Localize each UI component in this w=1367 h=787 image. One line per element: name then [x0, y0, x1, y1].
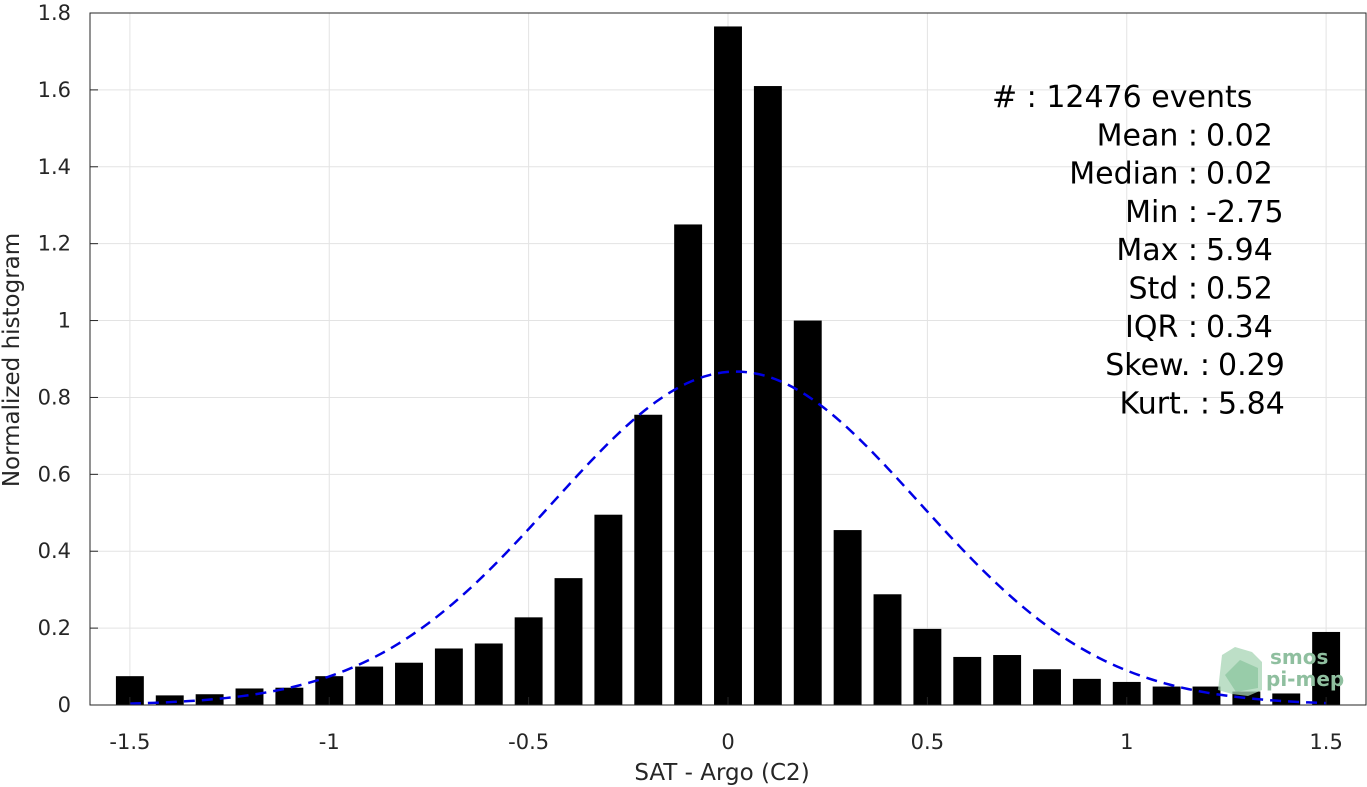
histogram-bar: [993, 655, 1022, 705]
stat-label: # :: [992, 80, 1046, 115]
x-axis-label: SAT - Argo (C2): [634, 760, 809, 786]
stat-value: 0.02: [1206, 157, 1273, 192]
stat-label: IQR :: [1125, 310, 1198, 345]
stat-line: Skew. :: [1105, 348, 1210, 383]
stat-value: 5.84: [1218, 386, 1285, 421]
histogram-bar: [514, 617, 543, 705]
histogram-bar: [235, 688, 264, 705]
histogram-bar: [714, 26, 742, 705]
histogram-bar: [554, 578, 583, 705]
stat-line: Std :: [1129, 272, 1199, 307]
stat-label: Min :: [1125, 195, 1198, 230]
histogram-bar: [793, 320, 822, 705]
stat-value: -2.75: [1206, 195, 1284, 230]
stat-label: Mean :: [1097, 118, 1198, 153]
y-tick-label: 1.2: [38, 232, 71, 256]
stat-value: 0.52: [1206, 272, 1273, 307]
histogram-bar: [674, 224, 703, 705]
y-axis-ticks: 0 0.2 0.4 0.6 0.8 1 1.2 1.4 1.6 1.8: [38, 1, 98, 717]
y-tick-label: 0: [58, 693, 71, 717]
histogram-bar: [1033, 669, 1061, 705]
stat-line: Max :: [1116, 233, 1198, 268]
x-tick-label: -1.5: [109, 730, 150, 754]
logo-line-1: smos: [1270, 645, 1328, 669]
x-tick-label: -0.5: [508, 730, 549, 754]
stat-value: 5.94: [1206, 233, 1273, 268]
stat-line: Kurt. :: [1120, 386, 1210, 421]
stat-label: Median :: [1069, 157, 1198, 192]
y-tick-label: 0.6: [38, 462, 71, 486]
y-tick-label: 1: [58, 309, 71, 333]
histogram-bar: [1312, 631, 1341, 705]
y-tick-label: 1.8: [38, 1, 71, 25]
y-axis-label: Normalized histogram: [0, 233, 25, 487]
histogram-bar: [395, 662, 423, 705]
stat-line: Median :: [1069, 157, 1198, 192]
x-axis-ticks: -1.5 -1 -0.5 0 0.5 1 1.5: [109, 697, 1343, 754]
stat-line: # : 12476 events: [992, 80, 1252, 115]
logo-line-2: pi-mep: [1266, 667, 1344, 691]
stat-value: 0.02: [1206, 118, 1273, 153]
histogram-bar: [634, 414, 663, 705]
x-tick-label: -1: [319, 730, 340, 754]
histogram-bar: [1112, 681, 1141, 705]
stat-line: IQR :: [1125, 310, 1198, 345]
histogram-bar: [275, 687, 304, 705]
y-tick-label: 0.8: [38, 385, 71, 409]
histogram-bar: [474, 643, 503, 705]
x-tick-label: 1: [1120, 730, 1133, 754]
stat-label: Kurt. :: [1120, 386, 1210, 421]
stat-value: 0.34: [1206, 310, 1273, 345]
x-tick-label: 1.5: [1309, 730, 1342, 754]
histogram-bar: [833, 530, 862, 705]
histogram-bar: [753, 86, 782, 706]
smos-pimep-logo: smos pi-mep: [1218, 645, 1344, 696]
x-tick-label: 0: [721, 730, 734, 754]
stat-line: Mean :: [1097, 118, 1198, 153]
stat-label: Std :: [1129, 272, 1199, 307]
bars: [115, 26, 1341, 706]
y-tick-label: 1.4: [38, 155, 71, 179]
y-tick-label: 0.4: [38, 539, 71, 563]
histogram-bar: [1272, 693, 1301, 705]
histogram-bar: [594, 514, 623, 705]
histogram-bar: [1192, 686, 1221, 705]
y-tick-label: 1.6: [38, 78, 71, 102]
logo-graphic-shade: [1225, 660, 1258, 692]
histogram-bar: [913, 628, 942, 705]
stat-value: 0.29: [1218, 348, 1285, 383]
histogram-bar: [155, 695, 184, 705]
histogram-bar: [1072, 678, 1101, 705]
stat-value: 12476 events: [1046, 80, 1252, 115]
histogram-bar: [873, 594, 902, 705]
y-tick-label: 0.2: [38, 616, 71, 640]
histogram-bar: [434, 648, 463, 705]
histogram-bar: [953, 656, 982, 705]
normal-fit-curve: [129, 370, 1327, 705]
histogram-bar: [1152, 686, 1181, 705]
histogram-bar: [355, 666, 384, 705]
stat-label: Max :: [1116, 233, 1198, 268]
stat-line: Min :: [1125, 195, 1198, 230]
stat-label: Skew. :: [1105, 348, 1210, 383]
x-tick-label: 0.5: [911, 730, 944, 754]
